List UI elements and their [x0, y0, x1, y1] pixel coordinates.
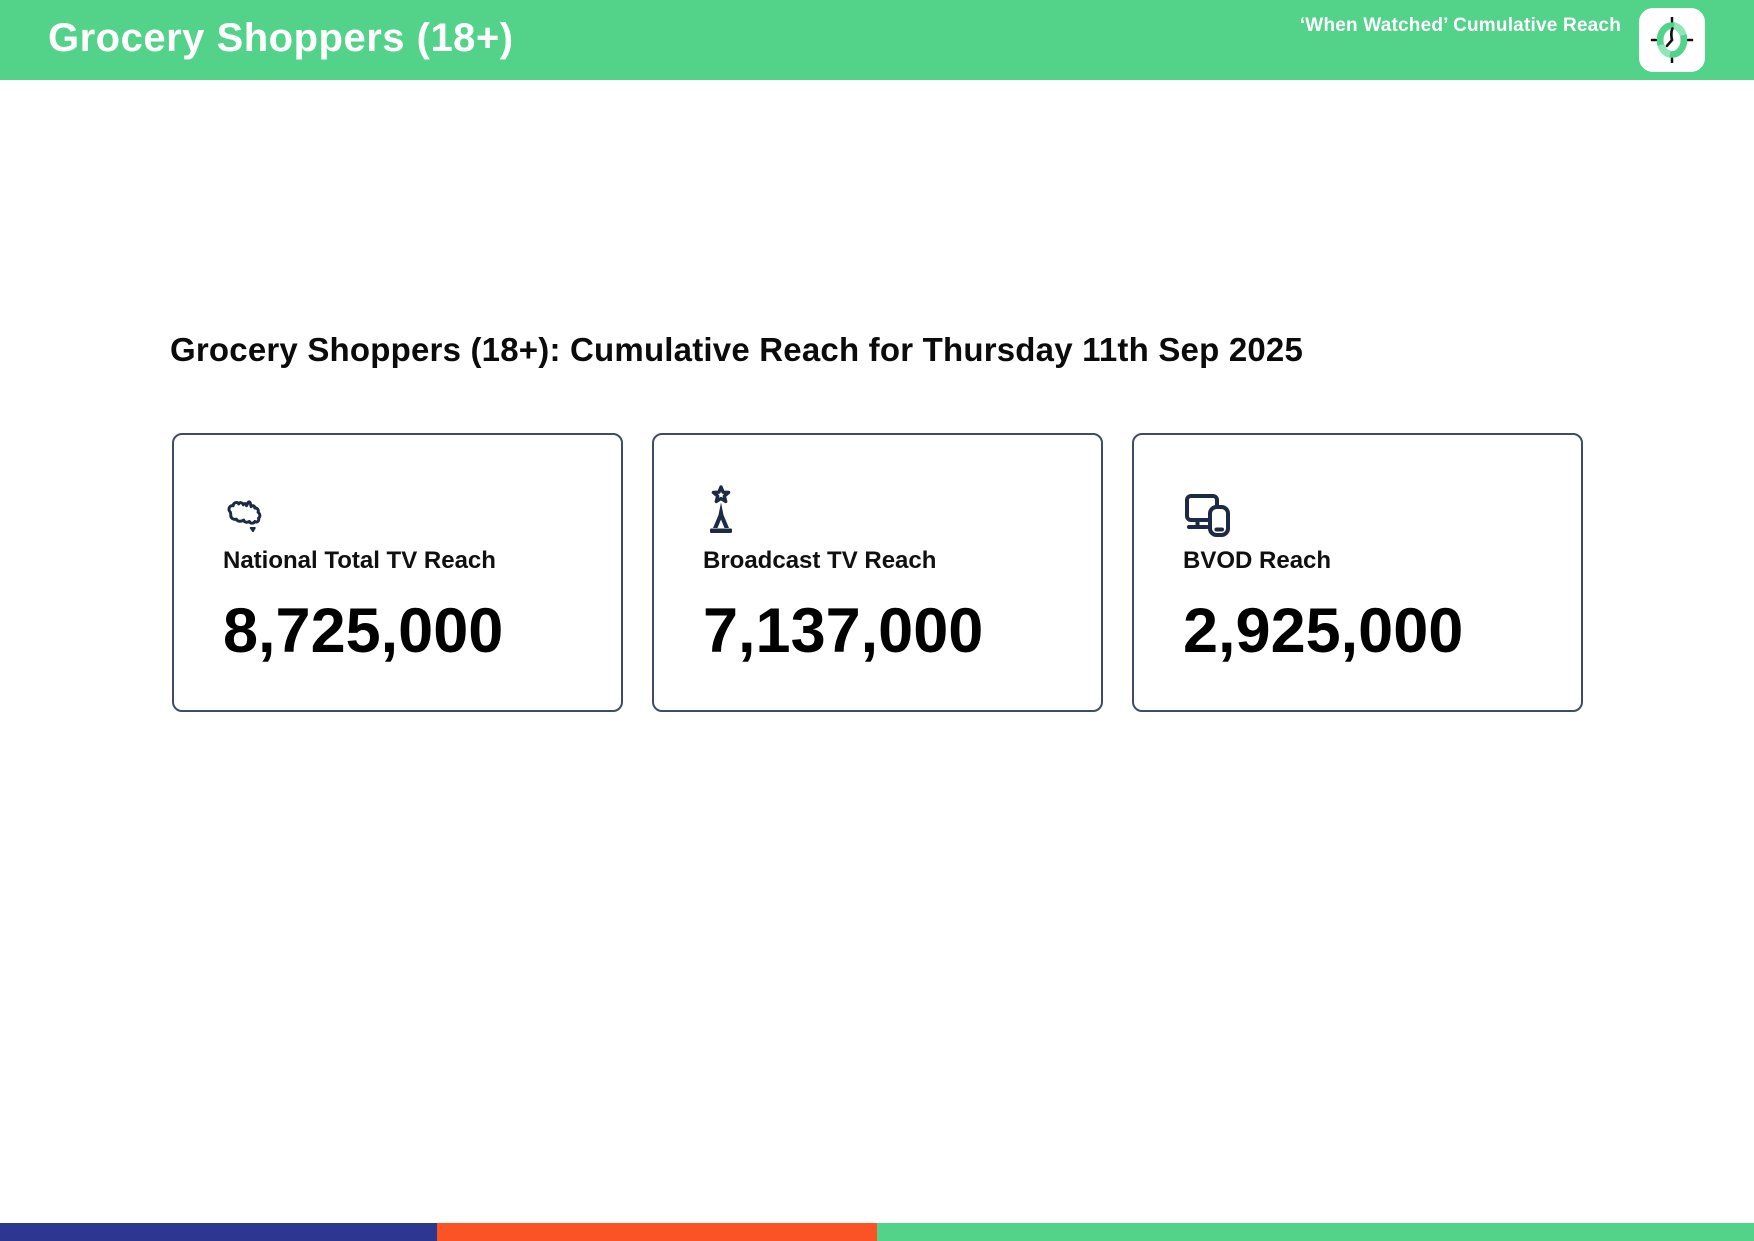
report-heading: Grocery Shoppers (18+): Cumulative Reach… [170, 331, 1304, 368]
footer-bar-segment-blue [0, 1223, 437, 1241]
footer-bar-segment-orange [437, 1223, 877, 1241]
app-header: Grocery Shoppers (18+) ‘When Watched’ Cu… [0, 0, 1754, 80]
footer-color-bar [0, 1223, 1754, 1241]
devices-icon [1183, 485, 1561, 537]
kpi-value: 2,925,000 [1183, 596, 1464, 666]
kpi-label: National Total TV Reach [223, 547, 496, 574]
broadcast-tower-icon [703, 485, 1081, 537]
kpi-label: BVOD Reach [1183, 547, 1332, 574]
kpi-card-bvod: BVOD Reach 2,925,000 [1132, 433, 1583, 712]
clock-logo-icon [1639, 8, 1705, 72]
kpi-cards-row: National Total TV Reach 8,725,000 Broadc… [172, 433, 1583, 712]
header-subtitle: ‘When Watched’ Cumulative Reach [1299, 15, 1621, 36]
page-title: Grocery Shoppers (18+) [48, 15, 514, 60]
kpi-card-national-total-tv: National Total TV Reach 8,725,000 [172, 433, 623, 712]
kpi-value: 7,137,000 [703, 596, 984, 666]
header-right-group: ‘When Watched’ Cumulative Reach [1300, 8, 1705, 72]
kpi-card-broadcast-tv: Broadcast TV Reach 7,137,000 [652, 433, 1103, 712]
kpi-label: Broadcast TV Reach [703, 547, 937, 574]
australia-map-icon [223, 485, 601, 537]
footer-bar-segment-green [877, 1223, 1754, 1241]
kpi-value: 8,725,000 [223, 596, 504, 666]
